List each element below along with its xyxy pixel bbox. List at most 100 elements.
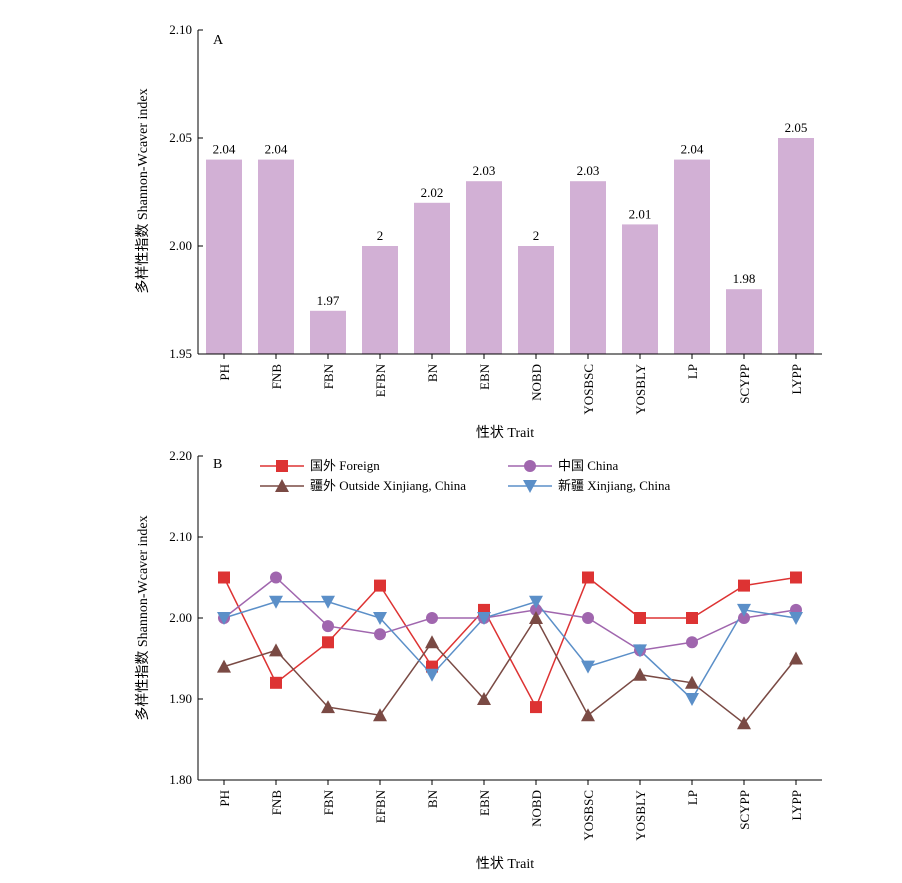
bar-ph bbox=[206, 159, 242, 354]
series-4-point-lp bbox=[685, 693, 699, 706]
series-3-point-lp bbox=[685, 675, 699, 689]
series-3-point-lypp bbox=[789, 651, 803, 665]
bar-fnb bbox=[258, 159, 294, 354]
bar-nobd bbox=[518, 246, 554, 354]
y-tick-label: 2.20 bbox=[169, 448, 192, 463]
x-tick-label-lp: LP bbox=[685, 364, 700, 379]
value-label-yosbsc: 2.03 bbox=[577, 163, 600, 178]
x-tick-label-ph: PH bbox=[217, 790, 232, 807]
series-markers bbox=[217, 571, 803, 730]
x-tick-label-fnb: FNB bbox=[269, 790, 284, 816]
legend-marker-3 bbox=[275, 479, 289, 492]
value-label-lp: 2.04 bbox=[681, 142, 704, 157]
series-4-point-efbn bbox=[373, 612, 387, 625]
legend-marker-4 bbox=[523, 480, 537, 493]
x-tick-label-yosbly: YOSBLY bbox=[633, 789, 648, 840]
series-4-point-nobd bbox=[529, 595, 543, 609]
x-axis-title: 性状 Trait bbox=[476, 425, 534, 441]
bar-efbn bbox=[362, 246, 398, 354]
series-4-point-bn bbox=[425, 668, 439, 682]
series-3-point-bn bbox=[425, 635, 439, 649]
x-tick-label-ebn: EBN bbox=[477, 789, 492, 816]
series-1-point-lypp bbox=[790, 571, 802, 584]
x-tick-label-lypp: LYPP bbox=[789, 790, 804, 821]
series-2-point-nobd bbox=[530, 603, 542, 616]
legend-marker-2 bbox=[524, 460, 536, 472]
series-3-point-fnb bbox=[269, 643, 283, 657]
series-1-point-yosbly bbox=[634, 612, 646, 624]
panel-a-bar-chart: A 2.04 2.04 1.97 2 2.02 2.03 2 2.03 2.01 2.04 1.98… bbox=[134, 22, 822, 441]
x-tick-label-scypp: SCYPP bbox=[737, 364, 752, 404]
series-3-point-scypp bbox=[737, 716, 751, 730]
x-tick-label-bn: BN bbox=[425, 363, 440, 382]
value-label-yosbly: 2.01 bbox=[629, 206, 652, 221]
series-4-point-yosbsc bbox=[581, 660, 595, 674]
series-4-point-lypp bbox=[789, 612, 803, 625]
x-tick-label-efbn: EFBN bbox=[373, 363, 388, 397]
panel-b-label: B bbox=[213, 457, 222, 472]
x-tick-label-lypp: LYPP bbox=[789, 364, 804, 395]
y-tick-labels: 1.80 1.90 2.00 2.10 2.20 bbox=[169, 448, 192, 787]
series-4-point-fnb bbox=[269, 595, 283, 609]
series-1-point-lp bbox=[686, 612, 698, 624]
x-tick-label-bn: BN bbox=[425, 789, 440, 808]
value-label-lypp: 2.05 bbox=[785, 120, 808, 135]
bar-group bbox=[206, 138, 814, 354]
axes bbox=[197, 455, 822, 785]
series-lines bbox=[223, 576, 797, 725]
x-tick-label-efbn: EFBN bbox=[373, 789, 388, 823]
series-4-point-fbn bbox=[321, 595, 335, 609]
bar-lypp bbox=[778, 138, 814, 354]
bar-bn bbox=[414, 202, 450, 354]
series-1-point-yosbsc bbox=[582, 571, 594, 584]
x-tick-label-ph: PH bbox=[217, 364, 232, 381]
x-tick-label-ebn: EBN bbox=[477, 363, 492, 390]
y-tick-label: 2.00 bbox=[169, 610, 192, 625]
value-label-group: 2.04 2.04 1.97 2 2.02 2.03 2 2.03 2.01 2.04 1.98 2.… bbox=[213, 120, 808, 308]
series-3-point-fbn bbox=[321, 700, 335, 714]
legend-marker-1 bbox=[276, 460, 288, 472]
x-tick-label-fnb: FNB bbox=[269, 364, 284, 390]
value-label-scypp: 1.98 bbox=[733, 271, 756, 286]
value-label-efbn: 2 bbox=[377, 228, 384, 243]
series-line-4 bbox=[223, 600, 797, 701]
series-4-point-scypp bbox=[737, 603, 751, 617]
legend: 国外 Foreign 中国 China 疆外 Outside Xinjiang, C… bbox=[260, 458, 671, 493]
legend-entry-3: 疆外 Outside Xinjiang, China bbox=[310, 478, 466, 493]
series-line-3 bbox=[223, 616, 797, 725]
legend-entry-2: 中国 China bbox=[558, 458, 619, 473]
bar-lp bbox=[674, 159, 710, 354]
series-2-point-fnb bbox=[270, 571, 282, 584]
axes bbox=[197, 29, 822, 359]
x-tick-label-yosbsc: YOSBSC bbox=[581, 364, 596, 415]
x-tick-labels: PH FNB FBN EFBN BN EBN NOBD YOSBSC YOSBLY LP SCYPP… bbox=[217, 363, 804, 414]
value-label-fbn: 1.97 bbox=[317, 293, 340, 308]
y-tick-labels: 1.95 2.00 2.05 2.10 bbox=[169, 22, 192, 361]
series-4-point-yosbly bbox=[633, 644, 647, 658]
series-3-point-ebn bbox=[477, 692, 491, 705]
y-axis-title: 多样性指数 Shannon-Wcaver index bbox=[134, 88, 151, 293]
y-tick-label: 1.95 bbox=[169, 346, 192, 361]
series-3-point-efbn bbox=[373, 708, 387, 722]
series-1-point-fbn bbox=[322, 636, 334, 649]
series-1-point-ph bbox=[218, 571, 230, 584]
bar-fbn bbox=[310, 310, 346, 354]
series-3-point-yosbly bbox=[633, 667, 647, 681]
series-3-point-nobd bbox=[529, 611, 543, 624]
series-4-point-ebn bbox=[477, 612, 491, 625]
series-3-point-ph bbox=[217, 659, 231, 673]
series-1-point-efbn bbox=[374, 579, 386, 592]
x-tick-label-yosbsc: YOSBSC bbox=[581, 790, 596, 841]
x-tick-label-scypp: SCYPP bbox=[737, 790, 752, 830]
series-1-point-fnb bbox=[270, 676, 282, 689]
series-1-point-scypp bbox=[738, 579, 750, 592]
value-label-ph: 2.04 bbox=[213, 142, 236, 157]
bar-yosbsc bbox=[570, 181, 606, 354]
bar-scypp bbox=[726, 289, 762, 354]
legend-entry-4: 新疆 Xinjiang, China bbox=[558, 478, 671, 493]
y-tick-label: 2.05 bbox=[169, 130, 192, 145]
series-1-point-nobd bbox=[530, 701, 542, 714]
series-2-point-efbn bbox=[374, 628, 386, 641]
panel-a-label: A bbox=[213, 33, 224, 48]
